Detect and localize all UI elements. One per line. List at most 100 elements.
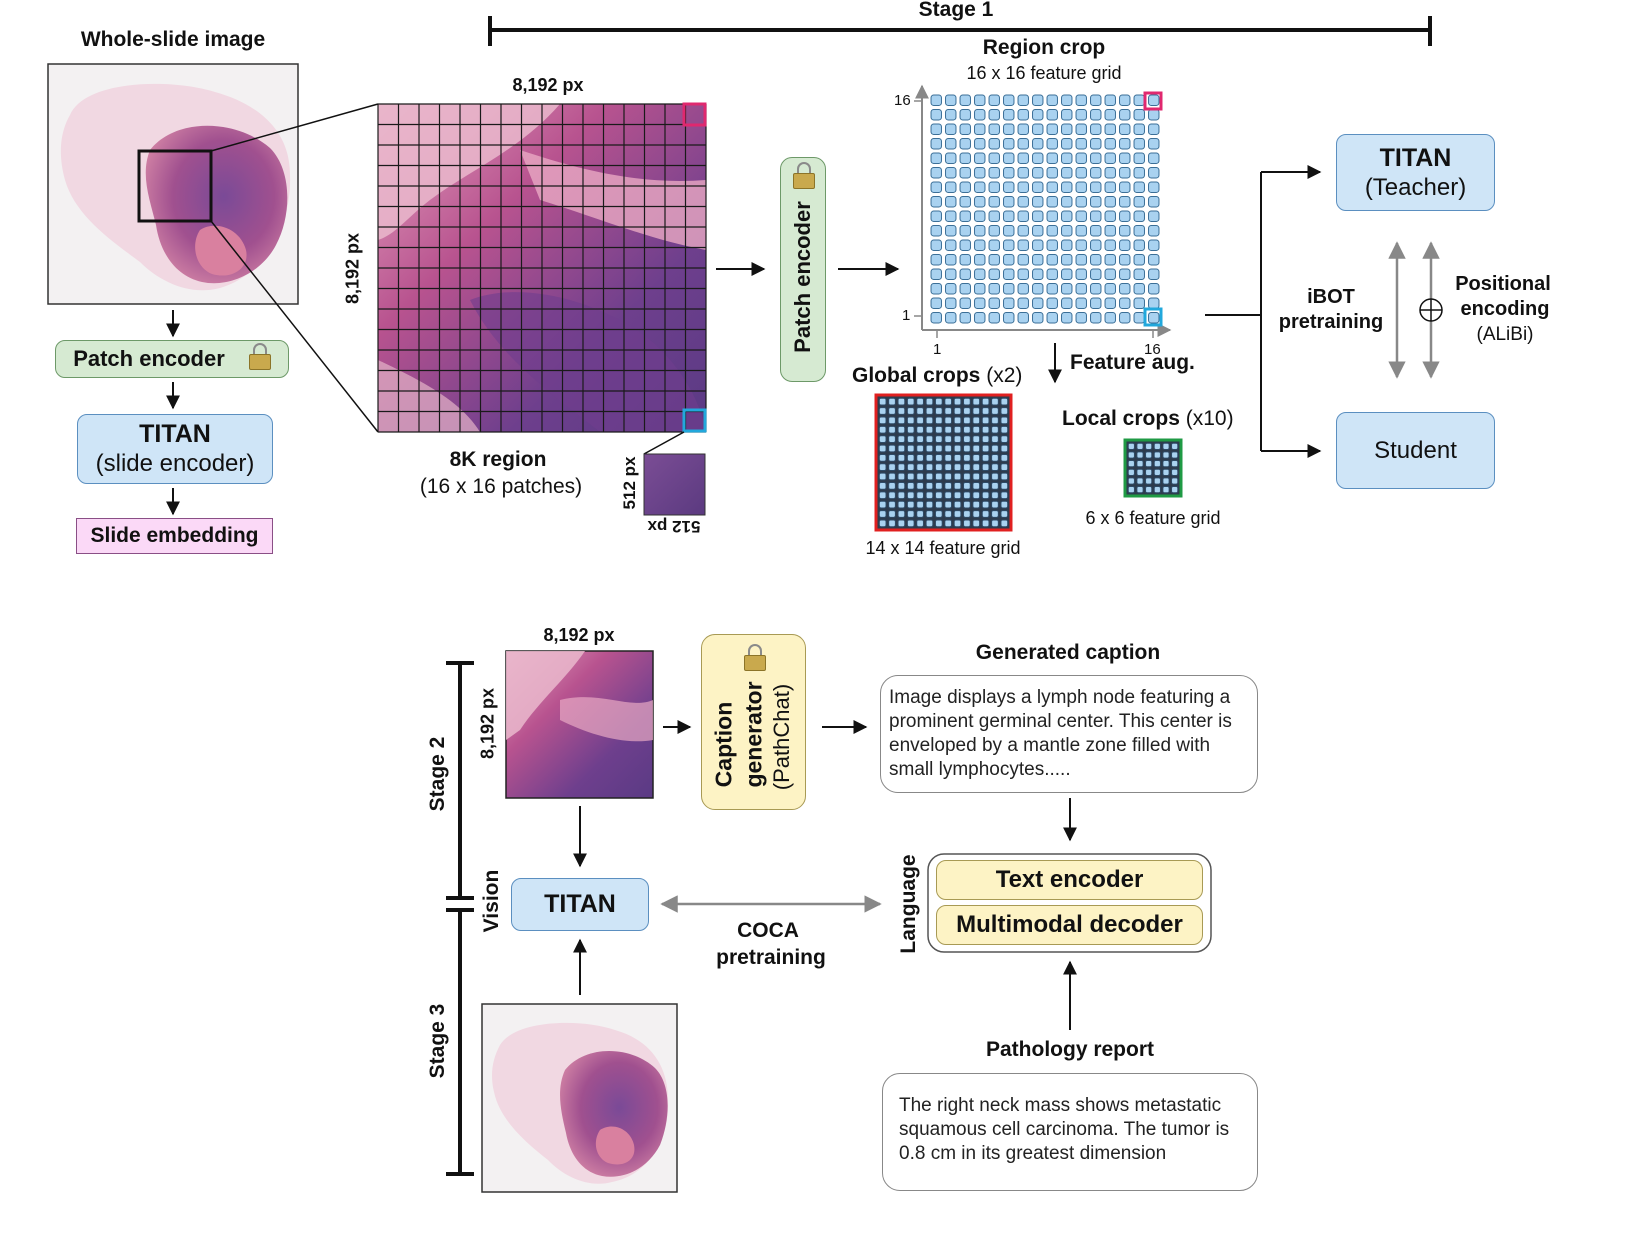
feature-cell (1148, 254, 1160, 266)
feature-cell (925, 435, 934, 443)
feature-cell (925, 472, 934, 481)
feature-cell (1104, 225, 1116, 237)
feature-cell (906, 519, 915, 528)
feature-cell (906, 435, 915, 443)
feature-cell (1133, 138, 1145, 150)
feature-cell (1032, 152, 1044, 164)
global-crops-label: Global crops (x2) (852, 364, 1022, 388)
feature-cell (1075, 297, 1087, 309)
feature-cell (945, 225, 957, 237)
pos-line3: (ALiBi) (1476, 324, 1534, 345)
feature-cell (988, 167, 1000, 179)
feature-cell (1119, 152, 1131, 164)
feature-cell (1119, 138, 1131, 150)
feature-cell (1000, 444, 1009, 453)
feature-cell (1148, 210, 1160, 222)
feature-cell (1032, 196, 1044, 208)
feature-cell (991, 463, 999, 472)
feature-cell (944, 519, 953, 528)
feature-cell (888, 491, 896, 500)
feature-cell (972, 482, 981, 490)
feature-cell (1075, 225, 1087, 237)
feature-cell (953, 453, 962, 462)
feature-cell (1119, 268, 1131, 280)
feature-cell (1017, 123, 1029, 135)
feature-cell (925, 463, 934, 472)
coca-line1: COCA (737, 919, 799, 942)
feature-cell (1075, 312, 1087, 324)
feature-cell (1104, 210, 1116, 222)
feature-cell (888, 416, 896, 425)
feature-cell (1046, 312, 1058, 324)
feature-cell (1003, 181, 1015, 193)
feature-cell (1119, 109, 1131, 121)
feature-cell (888, 425, 896, 434)
feature-cell (981, 453, 990, 462)
region-size-side: 8,192 px (342, 232, 363, 305)
feature-cell (1017, 210, 1029, 222)
feature-cell (1003, 254, 1015, 266)
feature-cell (1104, 297, 1116, 309)
feature-cell (953, 500, 962, 509)
feature-cell (1017, 109, 1029, 121)
patch-encoder-box-left: Patch encoder (55, 340, 289, 378)
feature-cell (944, 482, 953, 490)
feature-cell (1061, 283, 1073, 295)
feature-cell (974, 268, 986, 280)
feature-cell (1061, 94, 1073, 106)
global-crop-outline (874, 393, 1013, 532)
feature-cell (988, 239, 1000, 251)
feature-cell (981, 397, 990, 406)
local-grid-label: 6 x 6 feature grid (1085, 508, 1221, 528)
feature-cell (959, 297, 971, 309)
feature-cell (1148, 239, 1160, 251)
feature-cell (953, 407, 962, 415)
feature-cell (1046, 152, 1058, 164)
feature-cell (972, 397, 981, 406)
feature-cell (1119, 181, 1131, 193)
feature-cell (1003, 239, 1015, 251)
feature-cell (1032, 109, 1044, 121)
pos-line2: encoding (1460, 298, 1550, 320)
feature-cell (981, 425, 990, 434)
feature-cell (1000, 472, 1009, 481)
feature-cell (916, 407, 924, 415)
feature-cell (1153, 460, 1161, 468)
feature-cell (888, 482, 896, 490)
feature-cell (959, 109, 971, 121)
feature-cell (930, 109, 942, 121)
feature-cell (1032, 225, 1044, 237)
feature-cell (1017, 239, 1029, 251)
feature-cell (959, 138, 971, 150)
feature-cell (1017, 312, 1029, 324)
feature-cell (1119, 123, 1131, 135)
feature-cell (1046, 297, 1058, 309)
feature-cell (1075, 167, 1087, 179)
feature-cell (1046, 283, 1058, 295)
feature-cell (1171, 468, 1179, 476)
feature-cell (991, 453, 999, 462)
feature-cell (991, 397, 999, 406)
feature-cell (906, 510, 915, 518)
feature-cell (1000, 416, 1009, 425)
multimodal-decoder-box: Multimodal decoder (936, 905, 1203, 945)
feature-cell (1003, 94, 1015, 106)
feature-cell (1133, 312, 1145, 324)
feature-cell (944, 425, 953, 434)
feature-cell (991, 519, 999, 528)
feature-cell (972, 444, 981, 453)
patch-px-side: 512 px (620, 456, 639, 510)
feature-cell (878, 510, 887, 518)
feature-cell (981, 519, 990, 528)
teacher-student-connector (1205, 165, 1322, 458)
feature-cell (1075, 254, 1087, 266)
feature-cell (953, 425, 962, 434)
feature-cell (1075, 268, 1087, 280)
region-size-top: 8,192 px (512, 75, 584, 95)
feature-cell (1075, 210, 1087, 222)
feature-cell (972, 519, 981, 528)
feature-cell (988, 152, 1000, 164)
slide-embedding-box: Slide embedding (76, 518, 273, 554)
feature-cell (1148, 268, 1160, 280)
feature-cell (944, 397, 953, 406)
